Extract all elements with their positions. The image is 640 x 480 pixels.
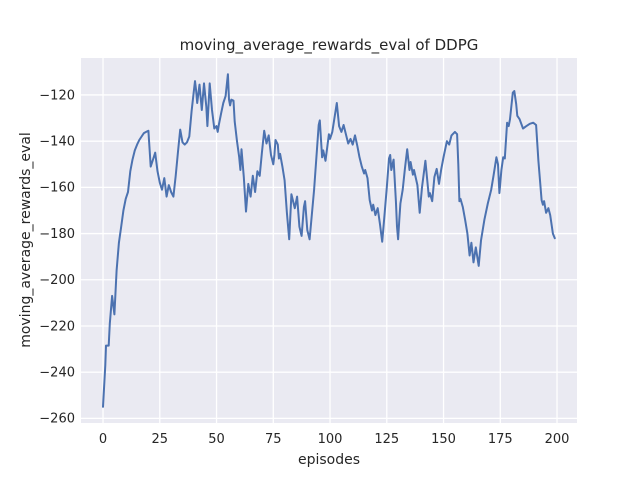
y-tick-label: −140 [39,134,75,149]
ddpg-eval-line [102,73,556,408]
y-tick-label: −240 [39,365,75,380]
chart-title: moving_average_rewards_eval of DDPG [179,36,479,54]
x-axis-label: episodes [297,452,361,468]
axes-background [81,58,577,423]
x-tick-label: 75 [265,432,282,447]
x-tick-label: 100 [318,432,343,447]
x-tick-label: 0 [99,432,107,447]
x-tick-label: 125 [374,432,399,447]
y-tick-label: −220 [39,319,75,334]
y-tick-label: −160 [39,181,75,196]
y-tick-label: −180 [39,227,75,242]
x-tick-label: 25 [151,432,168,447]
y-tick-label: −120 [39,88,75,103]
x-tick-label: 200 [545,432,570,447]
y-tick-label: −260 [39,412,75,427]
x-tick-label: 150 [431,432,456,447]
x-tick-label: 175 [488,432,513,447]
y-tick-label: −200 [39,273,75,288]
x-tick-label: 50 [208,432,225,447]
y-axis-label: moving_average_rewards_eval [18,132,34,348]
